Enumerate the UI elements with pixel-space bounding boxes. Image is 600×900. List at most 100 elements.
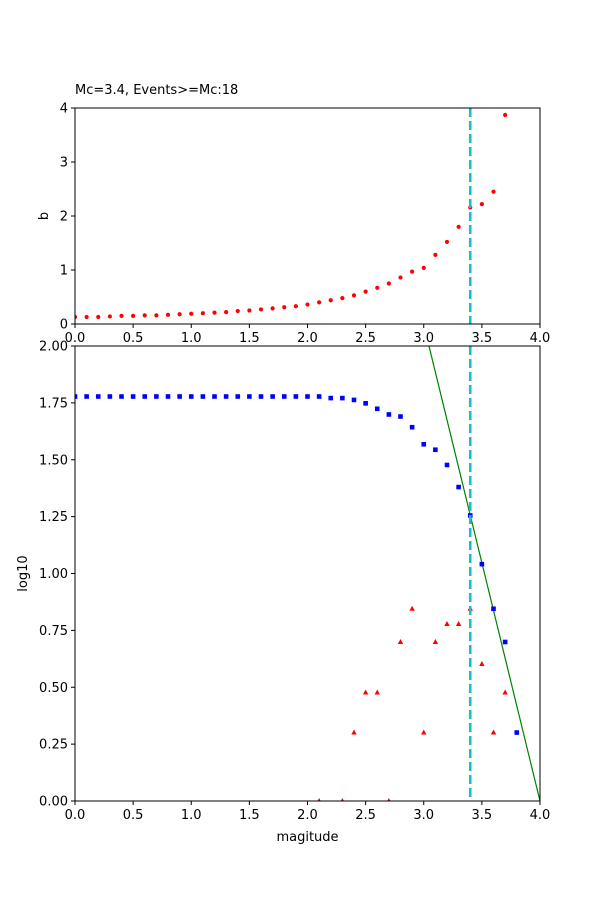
data-point-square (223, 394, 229, 399)
data-point-square (293, 394, 299, 399)
x-tick-label: 4.0 (530, 331, 551, 346)
data-point-triangle (502, 689, 508, 695)
data-point-square (154, 394, 159, 399)
data-point-square (119, 394, 124, 399)
data-point (235, 308, 240, 314)
data-point-square (165, 394, 171, 399)
data-layer (75, 346, 540, 801)
data-point-square (340, 395, 345, 401)
data-point-square (188, 394, 194, 399)
data-point (107, 314, 112, 319)
y-tick-label: 1.50 (39, 453, 68, 468)
data-point-square (258, 394, 264, 399)
data-point (456, 224, 461, 229)
plot-area (75, 108, 540, 324)
x-tick-label: 3.5 (472, 331, 493, 346)
x-tick-label: 0.5 (123, 808, 144, 823)
data-point-square (75, 394, 78, 399)
x-tick-label: 3.5 (472, 808, 493, 823)
data-point-square (107, 394, 113, 399)
y-tick-label: 1.75 (39, 396, 68, 411)
data-point-square (502, 639, 508, 645)
data-point (84, 314, 89, 320)
y-tick-label: 4 (60, 102, 68, 117)
data-point (479, 202, 484, 207)
data-point (270, 306, 275, 311)
x-axis-label: magitude (276, 830, 338, 845)
x-tick-label: 3.0 (413, 331, 434, 346)
frequency-magnitude-panel: 0.0 0.5 1.0 1.5 2.0 2.5 3.0 3.5 4.0 0.00 0.25 0.50 0… (16, 340, 550, 846)
x-tick-label: 0.0 (65, 808, 86, 823)
data-point-triangle (397, 638, 404, 644)
data-point (305, 302, 310, 307)
data-point-triangle (479, 661, 485, 667)
data-point-square (374, 406, 380, 412)
data-point (96, 314, 101, 320)
data-point (258, 307, 264, 312)
data-point (410, 269, 415, 274)
data-point-square (142, 394, 148, 399)
y-tick-label: 1.25 (39, 510, 68, 525)
x-tick-label: 1.0 (181, 808, 202, 823)
data-layer (75, 112, 508, 320)
data-point-triangle (421, 729, 427, 735)
y-axis-label: b (37, 212, 52, 220)
x-tick-label: 2.0 (297, 808, 318, 823)
data-point (75, 314, 78, 320)
data-point-square (386, 412, 392, 417)
data-point-triangle (362, 689, 369, 695)
data-point-square (212, 394, 217, 399)
data-point (491, 189, 496, 194)
data-point (375, 285, 380, 290)
data-point (363, 289, 368, 294)
data-point (212, 310, 217, 315)
x-tick-label: 2.5 (355, 331, 376, 346)
data-point-square (421, 441, 427, 447)
data-point (386, 281, 391, 286)
data-point-triangle (432, 638, 439, 644)
data-point (282, 305, 287, 310)
data-point-square (84, 394, 89, 399)
y-tick-label: 0.75 (39, 624, 68, 639)
data-point (503, 112, 508, 118)
data-point-square (177, 394, 182, 399)
data-point (328, 298, 333, 303)
data-point-square (491, 606, 496, 612)
y-tick-label: 0.00 (39, 795, 68, 810)
x-tick-label: 2.0 (297, 331, 318, 346)
y-tick-label: 2.00 (39, 340, 68, 355)
data-point-square (409, 424, 415, 430)
y-tick-label: 1 (60, 264, 68, 279)
x-tick-label: 1.0 (181, 331, 202, 346)
data-point-triangle (444, 621, 450, 627)
data-point (154, 313, 159, 318)
data-point (200, 311, 205, 316)
plot-area (75, 346, 540, 801)
data-point (119, 313, 124, 318)
data-point (421, 265, 426, 270)
x-tick-label: 0.0 (65, 331, 86, 346)
data-point-square (514, 730, 520, 735)
data-point-square (328, 395, 334, 401)
data-point (177, 312, 182, 317)
y-tick-label: 2 (60, 210, 68, 225)
data-point-triangle (317, 798, 321, 801)
x-tick-label: 1.5 (239, 331, 260, 346)
x-tick-label: 1.5 (239, 808, 260, 823)
data-point (351, 293, 357, 298)
data-point-triangle (387, 798, 391, 801)
data-point-triangle (374, 689, 380, 695)
chart-title: Mc=3.4, Events>=Mc:18 (75, 83, 238, 98)
data-point (224, 310, 229, 315)
data-point-square (130, 394, 136, 399)
data-point (131, 313, 136, 318)
data-point-triangle (490, 729, 497, 735)
data-point-square (456, 484, 461, 490)
data-point-square (95, 394, 101, 399)
fit-line (428, 346, 540, 801)
data-point (433, 252, 438, 257)
data-point-square (305, 394, 310, 399)
b-value-panel: 0.0 0.5 1.0 1.5 2.0 2.5 3.0 3.5 4.0 0 1 2 3 4 Mc=3.4, … (37, 83, 550, 346)
data-point-triangle (351, 729, 357, 735)
